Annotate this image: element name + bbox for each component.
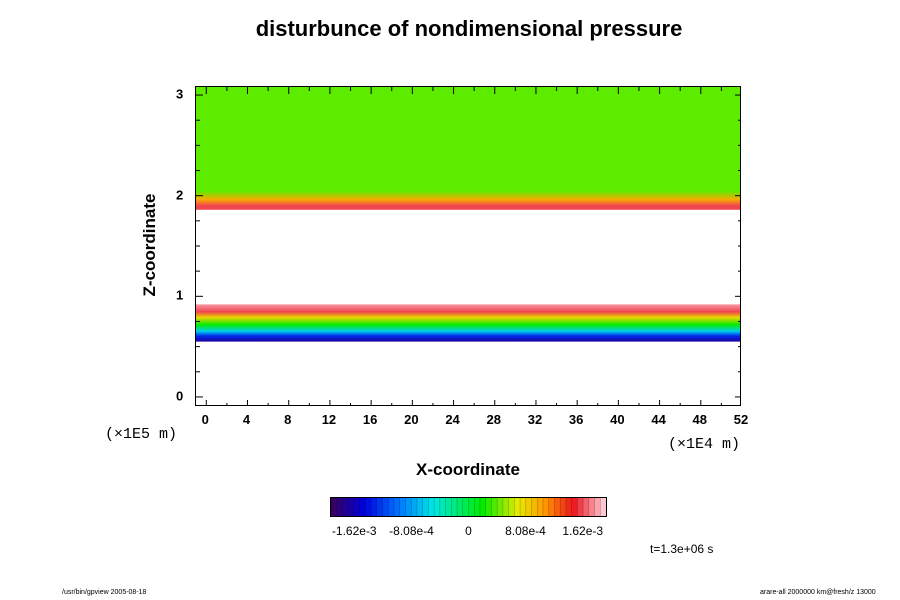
colorbar-cell [353, 498, 361, 516]
colorbar [330, 497, 607, 517]
colorbar-cell [451, 498, 458, 516]
colorbar-cell [560, 498, 567, 516]
colorbar-cell [491, 498, 498, 516]
colorbar-cell [554, 498, 561, 516]
heatmap-svg [196, 87, 740, 405]
x-unit-label: (×1E4 m) [668, 436, 741, 453]
colorbar-tick-label: 1.62e-3 [562, 524, 604, 538]
colorbar-cell [497, 498, 504, 516]
x-tick-label: 44 [651, 412, 666, 427]
x-tick-label: 4 [242, 412, 251, 427]
y-tick-label: 2 [176, 187, 184, 203]
y-axis-label: Z-coordinate [140, 193, 159, 297]
colorbar-cell [508, 498, 515, 516]
x-tick-label: 20 [404, 412, 419, 427]
x-tick-label: 0 [201, 412, 209, 427]
y-tick-label: 0 [176, 388, 184, 404]
colorbar-tick-label: 8.08e-4 [505, 524, 546, 538]
axis-ticks [196, 87, 740, 405]
colorbar-cell [416, 498, 424, 516]
bands-layer [196, 87, 740, 342]
lower-pressure-band [196, 304, 740, 342]
colorbar-cell [537, 498, 544, 516]
colorbar-cell [365, 498, 372, 516]
colorbar-cell [594, 498, 601, 516]
colorbar-cell [359, 498, 366, 516]
colorbar-cell [382, 498, 389, 516]
x-tick-label: 28 [486, 412, 501, 427]
x-tick-label: 52 [733, 412, 749, 427]
colorbar-cell [457, 498, 464, 516]
x-tick-label: 8 [284, 412, 292, 427]
chart-title: disturbunce of nondimensional pressure [255, 16, 683, 41]
y-unit-label: (×1E5 m) [105, 426, 178, 443]
colorbar-cell [405, 498, 412, 516]
footer-right: arare-all 2000000 km@fresh/z 13000 [760, 589, 876, 596]
colorbar-cell [520, 498, 527, 516]
x-tick-label: 36 [568, 412, 584, 427]
x-tick-label: 32 [527, 412, 543, 427]
plot-area [195, 86, 741, 406]
colorbar-cell [411, 498, 418, 516]
x-axis-label: X-coordinate [416, 460, 520, 479]
colorbar-tick-label: 0 [465, 524, 472, 538]
colorbar-cell [565, 498, 573, 516]
colorbar-cell [399, 498, 406, 516]
footer-left: /usr/bin/gpview 2005-08-18 [62, 589, 147, 596]
colorbar-cell [474, 498, 481, 516]
colorbar-tick-label: -8.08e-4 [389, 524, 434, 538]
x-tick-label: 12 [321, 412, 337, 427]
time-label: t=1.3e+06 s [650, 542, 714, 556]
colorbar-cell [434, 498, 441, 516]
colorbar-cell [394, 498, 401, 516]
colorbar-cell [583, 498, 590, 516]
colorbar-cell [376, 498, 384, 516]
upper-pressure-band [196, 87, 740, 210]
colorbar-cell [514, 498, 521, 516]
colorbar-cell [439, 498, 447, 516]
colorbar-cell [468, 498, 475, 516]
colorbar-cell [336, 498, 343, 516]
colorbar-cell [445, 498, 452, 516]
colorbar-cell [422, 498, 429, 516]
colorbar-cell [348, 498, 355, 516]
x-tick-label: 40 [610, 412, 625, 427]
colorbar-cell [479, 498, 487, 516]
colorbar-cell [577, 498, 584, 516]
y-tick-label: 3 [176, 86, 184, 102]
colorbar-cell [600, 498, 607, 516]
colorbar-cell [548, 498, 555, 516]
colorbar-cell [371, 498, 378, 516]
colorbar-cell [331, 498, 338, 516]
colorbar-tick-label: -1.62e-3 [331, 524, 377, 538]
x-tick-label: 24 [445, 412, 460, 427]
colorbar-cell [588, 498, 596, 516]
y-tick-label: 1 [176, 287, 184, 303]
colorbar-cell [388, 498, 395, 516]
colorbar-cell [525, 498, 533, 516]
x-tick-label: 48 [692, 412, 708, 427]
colorbar-svg [330, 498, 607, 516]
colorbar-cell [502, 498, 510, 516]
colorbar-cell [571, 498, 578, 516]
colorbar-cell [485, 498, 492, 516]
x-tick-label: 16 [362, 412, 378, 427]
colorbar-cell [531, 498, 538, 516]
colorbar-cell [542, 498, 550, 516]
colorbar-cell [342, 498, 349, 516]
colorbar-cell [428, 498, 435, 516]
colorbar-cell [462, 498, 469, 516]
